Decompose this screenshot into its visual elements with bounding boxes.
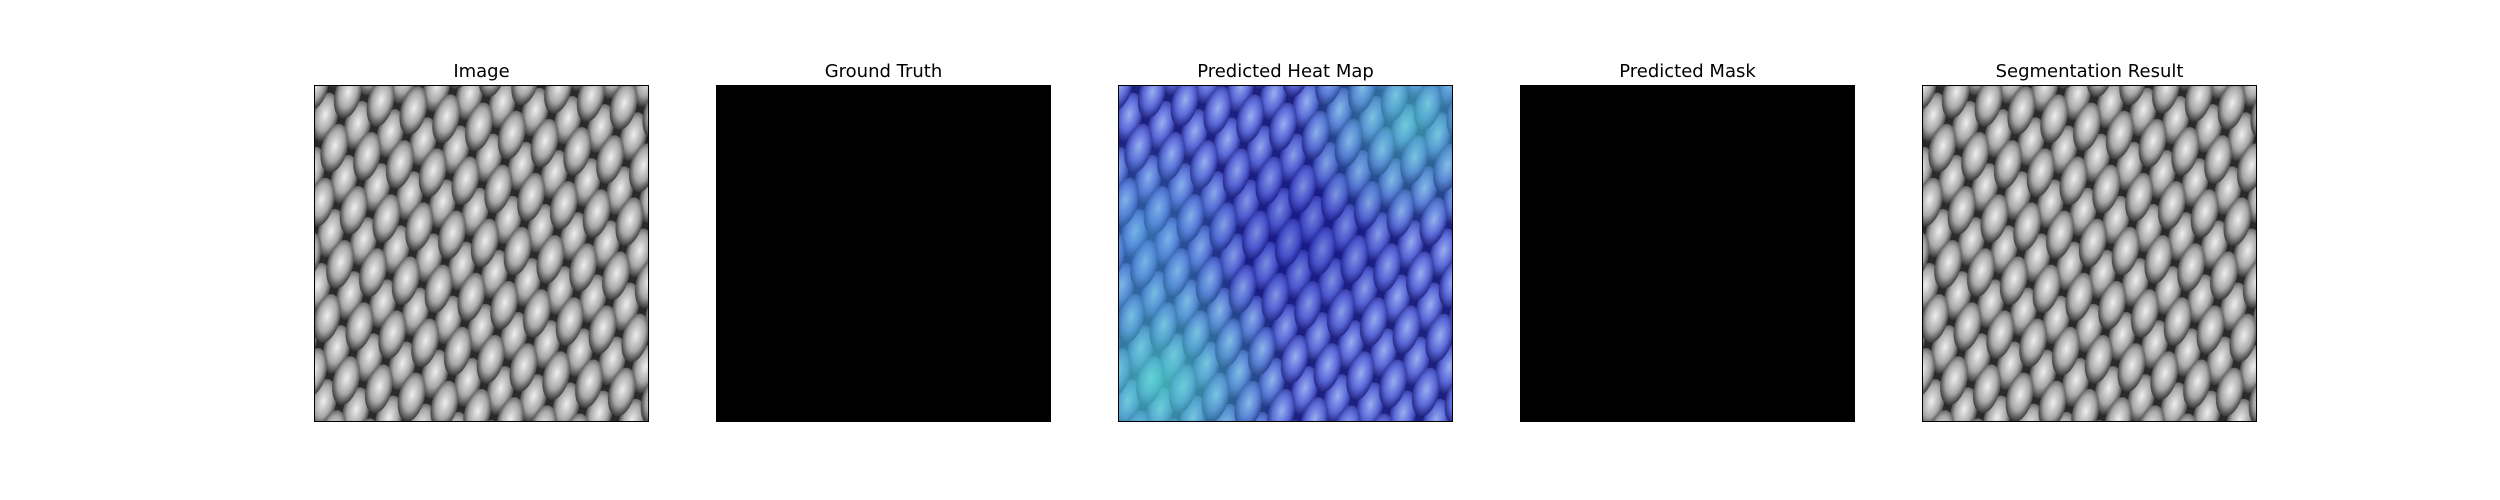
panel-title-image: Image [453,61,510,82]
heat-map-image [1118,85,1453,422]
panel-title-predicted-mask: Predicted Mask [1619,61,1756,82]
panel-title-ground-truth: Ground Truth [824,61,943,82]
panel-title-segmentation-result: Segmentation Result [1995,61,2184,82]
ground-truth-mask [716,85,1051,422]
panel-image: Image [314,61,649,422]
heat-map-overlay [1119,86,1452,421]
segmentation-result-image [1922,85,2257,422]
mesh-texture-image [315,86,648,421]
mesh-texture-result [1923,86,2256,421]
panel-segmentation-result: Segmentation Result [1922,61,2257,422]
panel-predicted-heat-map: Predicted Heat Map [1118,61,1453,422]
panel-predicted-mask: Predicted Mask [1520,61,1855,422]
panel-ground-truth: Ground Truth [716,61,1051,422]
panel-title-predicted-heat-map: Predicted Heat Map [1197,61,1374,82]
input-image [314,85,649,422]
predicted-mask [1520,85,1855,422]
